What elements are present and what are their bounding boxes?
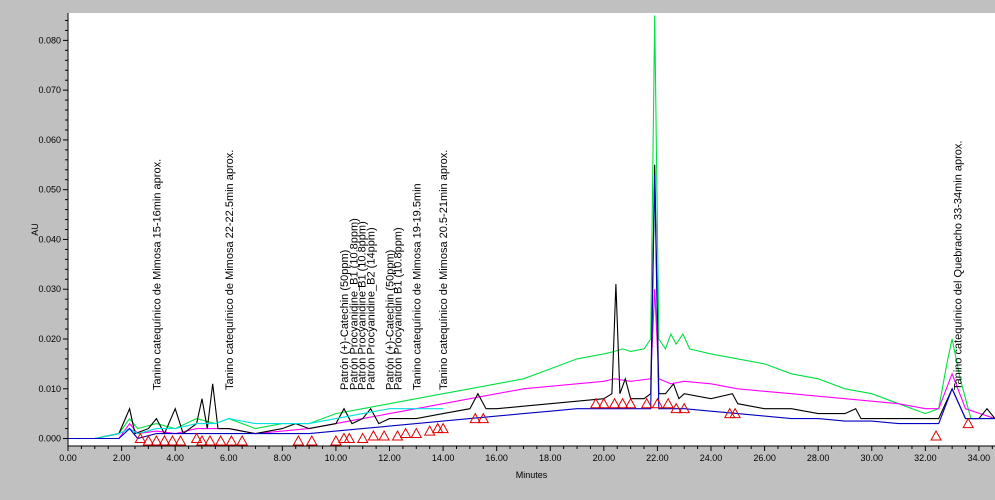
peak-marker bbox=[292, 434, 305, 446]
peak-marker bbox=[150, 434, 163, 446]
y-tick-label: 0.000 bbox=[38, 434, 61, 444]
peak-marker bbox=[597, 397, 610, 409]
peak-annotation: Patrón (+)-Catechin (50ppm) bbox=[339, 250, 351, 390]
peak-marker bbox=[624, 397, 637, 409]
x-tick-label: 14.00 bbox=[432, 453, 455, 463]
y-tick-label: 0.020 bbox=[38, 334, 61, 344]
peak-marker bbox=[437, 422, 449, 434]
peak-marker bbox=[305, 434, 318, 446]
y-axis-title: AU bbox=[30, 223, 40, 236]
series-line-3 bbox=[68, 408, 444, 440]
peak-marker bbox=[670, 402, 683, 414]
peak-marker bbox=[930, 430, 942, 441]
peak-marker bbox=[356, 432, 369, 444]
peak-marker bbox=[196, 434, 208, 446]
peak-annotation: Patrón Procyanidine B1 (10.8ppm) bbox=[356, 221, 368, 390]
plot-area bbox=[68, 13, 995, 446]
peak-marker bbox=[142, 434, 155, 446]
x-tick-label: 18.00 bbox=[539, 453, 562, 463]
series-group bbox=[68, 15, 995, 446]
peak-marker bbox=[158, 434, 171, 446]
peak-marker bbox=[391, 430, 404, 441]
peak-marker bbox=[134, 432, 147, 444]
x-tick-label: 24.00 bbox=[700, 453, 723, 463]
x-tick-label: 10.00 bbox=[325, 453, 348, 463]
x-tick-label: 32.00 bbox=[914, 453, 937, 463]
peak-marker bbox=[616, 397, 629, 409]
x-tick-label: 30.00 bbox=[860, 453, 883, 463]
peak-marker bbox=[651, 397, 664, 409]
y-tick-label: 0.040 bbox=[38, 234, 61, 244]
y-tick-label: 0.030 bbox=[38, 284, 61, 294]
peak-annotation: Tanino catequínico de Mimosa 19-19.5min bbox=[411, 183, 423, 390]
peak-marker bbox=[367, 430, 380, 441]
peak-marker bbox=[608, 397, 621, 409]
peak-marker bbox=[225, 434, 238, 446]
peak-annotation: Tanino catequínico del Quebracho 33-34mi… bbox=[952, 141, 964, 391]
peak-marker bbox=[174, 434, 187, 446]
peak-marker bbox=[662, 397, 674, 409]
peak-marker bbox=[166, 434, 179, 446]
peak-marker bbox=[469, 412, 482, 424]
peak-marker bbox=[330, 434, 342, 446]
x-tick-label: 16.00 bbox=[485, 453, 508, 463]
x-tick-label: 12.00 bbox=[378, 453, 401, 463]
peak-marker bbox=[214, 434, 227, 446]
x-tick-label: 28.00 bbox=[807, 453, 830, 463]
series-line-2 bbox=[68, 164, 995, 440]
x-tick-label: 6.00 bbox=[220, 453, 238, 463]
peak-annotation: Tanino catequínico de Mimosa 15-16min ap… bbox=[151, 159, 163, 390]
peak-marker bbox=[343, 432, 356, 444]
peak-marker bbox=[678, 402, 691, 414]
peak-marker bbox=[423, 425, 436, 436]
x-tick-label: 26.00 bbox=[753, 453, 776, 463]
x-tick-label: 4.00 bbox=[166, 453, 184, 463]
peak-annotation: Patrón Procyanidine_B1 (10.8ppm) bbox=[348, 218, 360, 390]
peak-marker bbox=[399, 427, 412, 439]
y-tick-label: 0.080 bbox=[38, 35, 61, 45]
peak-marker bbox=[190, 432, 203, 444]
x-tick-label: 22.00 bbox=[646, 453, 669, 463]
peak-marker bbox=[477, 412, 490, 424]
x-tick-label: 0.00 bbox=[59, 453, 77, 463]
y-tick-label: 0.010 bbox=[38, 384, 61, 394]
peak-annotation: Tanino catequínico de Mimosa 20.5-21min … bbox=[438, 150, 450, 390]
x-axis-title: Minutes bbox=[516, 470, 548, 480]
peak-marker bbox=[410, 427, 423, 439]
x-tick-label: 2.00 bbox=[113, 453, 131, 463]
series-line-1 bbox=[68, 289, 995, 440]
peak-marker bbox=[236, 434, 248, 446]
peak-marker bbox=[378, 430, 390, 441]
x-tick-label: 20.00 bbox=[593, 453, 616, 463]
peak-annotation: Tanino catequínico de Mimosa 22-22.5min … bbox=[224, 150, 236, 390]
peak-marker bbox=[729, 407, 741, 419]
peak-marker bbox=[589, 397, 602, 409]
peak-annotation: Patrón Procyanidin B1 (10.8ppm) bbox=[393, 227, 405, 390]
y-tick-label: 0.050 bbox=[38, 185, 61, 195]
y-tick-label: 0.070 bbox=[38, 85, 61, 95]
peak-marker bbox=[962, 417, 975, 429]
x-tick-label: 34.00 bbox=[968, 453, 991, 463]
peak-marker bbox=[640, 397, 653, 409]
x-tick-label: 8.00 bbox=[274, 453, 292, 463]
peak-annotation: Patrón (+)-Catechin (50ppm) bbox=[385, 250, 397, 390]
peak-marker bbox=[204, 434, 216, 446]
peak-annotation: Patrón Procyanidine_B2 (14ppm) bbox=[366, 227, 378, 390]
y-tick-label: 0.060 bbox=[38, 135, 61, 145]
